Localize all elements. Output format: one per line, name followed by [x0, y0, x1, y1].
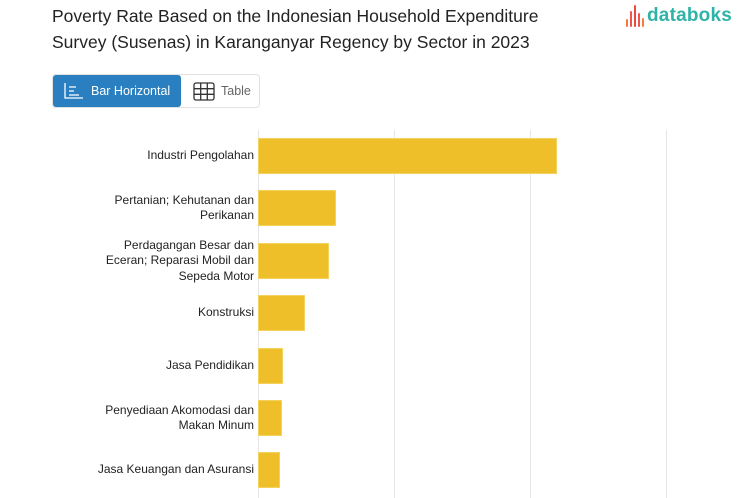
bar[interactable] — [258, 348, 283, 384]
category-label: Industri Pengolahan — [147, 148, 254, 163]
bar-chart: Industri Pengolahan Pertanian; Kehutanan… — [0, 128, 753, 498]
bar-row: Perdagangan Besar dan Eceran; Reparasi M… — [0, 237, 753, 283]
bar-row: Konstruksi — [0, 295, 753, 331]
view-toggle: Bar Horizontal Table — [52, 74, 260, 108]
bar-horizontal-button[interactable]: Bar Horizontal — [53, 75, 181, 107]
category-label: Konstruksi — [197, 305, 254, 320]
bar-horizontal-label: Bar Horizontal — [91, 84, 171, 98]
category-label: Jasa Pendidikan — [165, 358, 254, 373]
bar[interactable] — [258, 295, 305, 331]
bar-row: Penyediaan Akomodasi dan Makan Minum — [0, 400, 753, 436]
category-label: Penyediaan Akomodasi dan Makan Minum — [105, 402, 254, 433]
bar[interactable] — [258, 243, 329, 279]
bar-row: Pertanian; Kehutanan dan Perikanan — [0, 190, 753, 226]
category-label: Jasa Keuangan dan Asuransi — [97, 462, 254, 477]
gridline — [394, 130, 395, 498]
table-button[interactable]: Table — [181, 75, 251, 107]
databoks-logo[interactable]: databoks — [626, 5, 732, 27]
logo-bars-icon — [626, 5, 644, 27]
category-label: Perdagangan Besar dan Eceran; Reparasi M… — [105, 237, 254, 283]
bar[interactable] — [258, 190, 336, 226]
bar-row: Jasa Pendidikan — [0, 348, 753, 384]
chart-title: Poverty Rate Based on the Indonesian Hou… — [52, 6, 539, 52]
bar[interactable] — [258, 400, 282, 436]
bar-row: Jasa Keuangan dan Asuransi — [0, 452, 753, 488]
bar[interactable] — [258, 452, 280, 488]
table-label: Table — [221, 84, 251, 98]
table-grid-icon — [193, 81, 215, 101]
gridline — [530, 130, 531, 498]
category-label: Pertanian; Kehutanan dan Perikanan — [114, 192, 254, 223]
bar[interactable] — [258, 138, 557, 174]
gridline — [666, 130, 667, 498]
logo-text: databoks — [647, 5, 733, 26]
bar-horizontal-icon — [64, 83, 83, 99]
bar-row: Industri Pengolahan — [0, 138, 753, 174]
